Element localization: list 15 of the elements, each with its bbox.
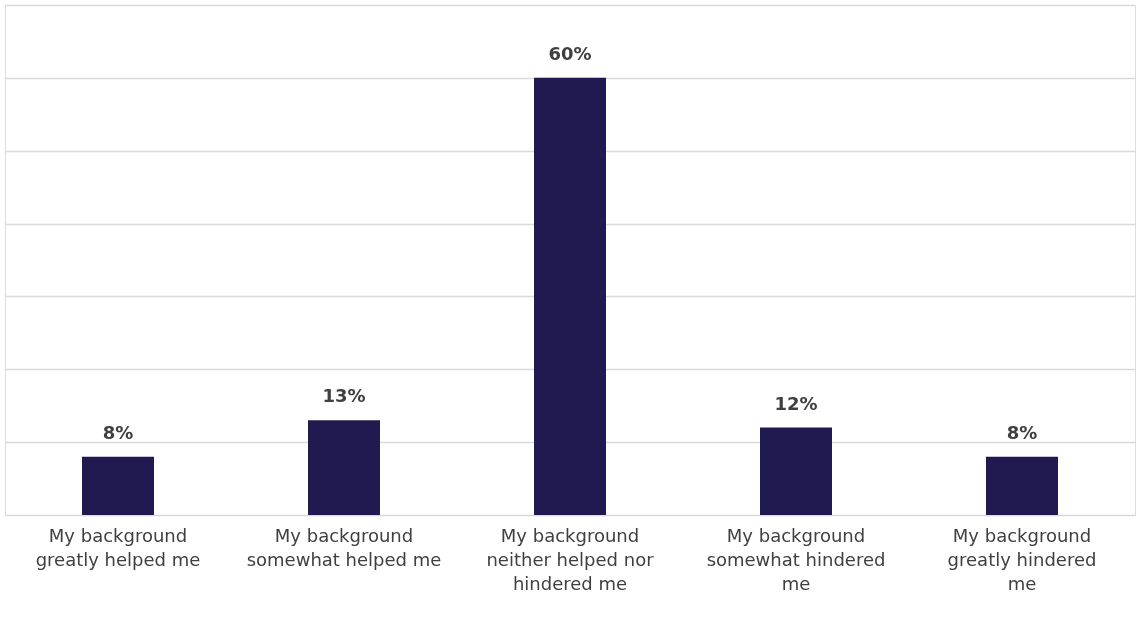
bar — [760, 427, 832, 515]
bar — [308, 420, 380, 515]
bar — [534, 77, 606, 515]
x-tick-label: My background neither helped nor hindered me — [486, 524, 655, 594]
bar — [986, 456, 1058, 515]
data-label: 60% — [548, 42, 592, 64]
x-tick-label: My background somewhat helped me — [246, 524, 442, 570]
data-label: 12% — [774, 392, 818, 414]
x-tick-label: My background somewhat hindered me — [706, 524, 886, 594]
bar — [82, 456, 154, 515]
data-label: 8% — [102, 421, 134, 443]
x-tick-label: My background greatly hindered me — [947, 524, 1097, 594]
data-label: 8% — [1006, 421, 1038, 443]
x-tick-label: My background greatly helped me — [35, 524, 201, 570]
data-label: 13% — [322, 385, 366, 407]
